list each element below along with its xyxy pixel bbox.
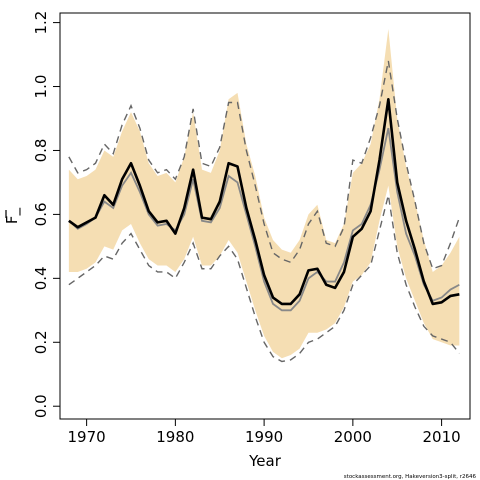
uncertainty-band-layer bbox=[68, 28, 460, 359]
x-tick-label: 2010 bbox=[423, 428, 461, 446]
median-line bbox=[68, 98, 460, 306]
y-tick-label: 1.2 bbox=[32, 11, 50, 35]
plot-frame bbox=[59, 12, 471, 420]
x-tick-label: 1980 bbox=[156, 428, 194, 446]
x-tick-label: 1970 bbox=[68, 428, 106, 446]
x-axis: 1970 1980 1990 2000 2010 bbox=[68, 419, 461, 446]
secondary-estimate-line bbox=[68, 127, 460, 312]
x-axis-title: Year bbox=[248, 452, 282, 470]
confidence-band bbox=[68, 28, 460, 359]
dashed-upper-line bbox=[68, 60, 461, 270]
y-tick-label: 0.4 bbox=[32, 266, 50, 290]
y-tick-label: 0.0 bbox=[32, 394, 50, 418]
y-tick-label: 0.2 bbox=[32, 330, 50, 354]
footer-caption: stockassessment.org, Hakeversion3-split,… bbox=[344, 474, 477, 480]
y-tick-label: 0.8 bbox=[32, 139, 50, 163]
y-tick-label: 0.6 bbox=[32, 202, 50, 226]
x-tick-label: 2000 bbox=[334, 428, 372, 446]
series-lines-layer bbox=[68, 60, 461, 363]
y-axis-title: F_ bbox=[3, 207, 22, 224]
y-axis: 0.0 0.2 0.4 0.6 0.8 1.0 1.2 bbox=[32, 11, 60, 418]
x-tick-label: 1990 bbox=[245, 428, 283, 446]
dashed-lower-line bbox=[68, 195, 460, 363]
y-tick-label: 1.0 bbox=[32, 75, 50, 99]
